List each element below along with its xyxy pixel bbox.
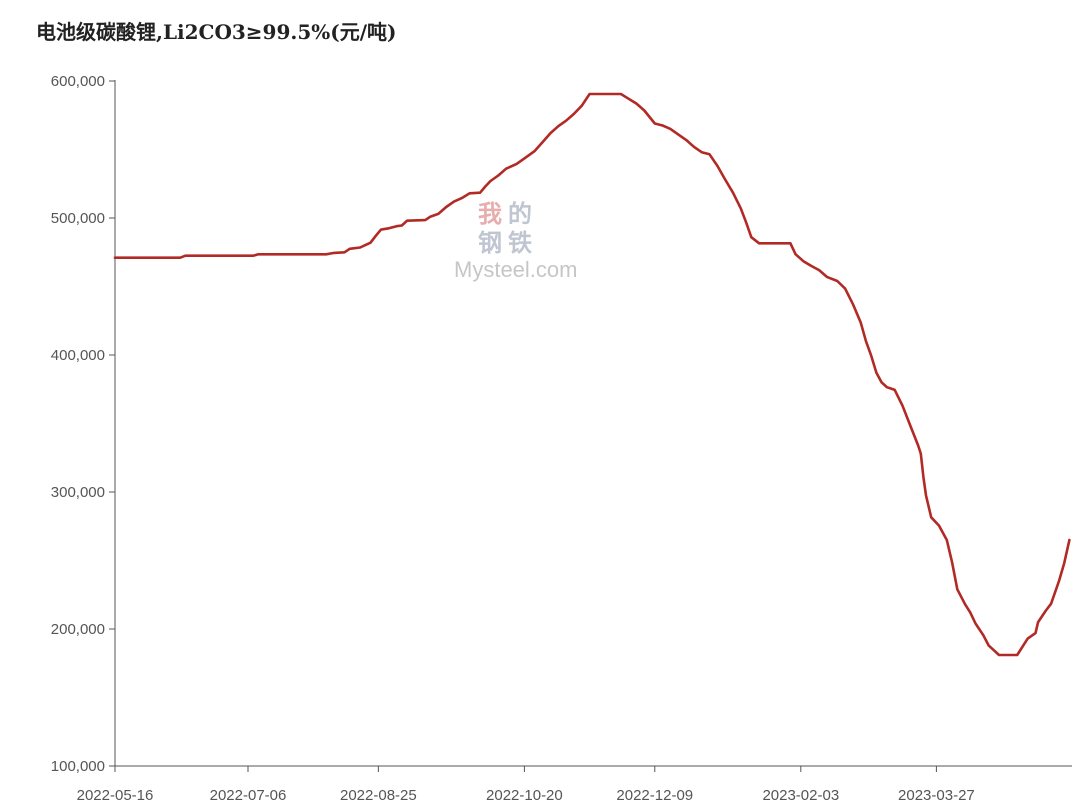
x-axis-ticks: 2022-05-16 2022-07-06 2022-08-25 2022-10-20… <box>77 766 975 804</box>
watermark-text: Mysteel.com <box>454 257 577 282</box>
x-tick-label: 2022-12-09 <box>616 787 693 804</box>
x-tick-label: 2023-03-27 <box>898 787 975 804</box>
y-tick-label: 200,000 <box>51 621 105 638</box>
y-tick-label: 600,000 <box>51 73 105 90</box>
watermark-char-1: 我 <box>478 200 502 228</box>
watermark-char-3: 钢 <box>478 229 502 257</box>
y-tick-label: 300,000 <box>51 484 105 501</box>
watermark-char-2: 的 <box>508 200 532 228</box>
x-tick-label: 2023-02-03 <box>762 787 839 804</box>
watermark-char-4: 铁 <box>508 229 532 257</box>
mysteel-watermark: 我 的 钢 铁 Mysteel.com <box>454 200 577 282</box>
series-line <box>113 92 1071 657</box>
y-tick-label: 100,000 <box>51 758 105 775</box>
x-tick-label: 2022-07-06 <box>210 787 287 804</box>
y-tick-label: 400,000 <box>51 347 105 364</box>
chart-title: 电池级碳酸锂,Li2CO3≥99.5%(元/吨) <box>36 20 397 44</box>
x-tick-label: 2022-05-16 <box>77 787 154 804</box>
y-axis-ticks: 100,000 200,000 300,000 400,000 500,000 600,0… <box>51 73 115 775</box>
x-tick-label: 2022-10-20 <box>486 787 563 804</box>
x-tick-label: 2022-08-25 <box>340 787 417 804</box>
y-tick-label: 500,000 <box>51 210 105 227</box>
